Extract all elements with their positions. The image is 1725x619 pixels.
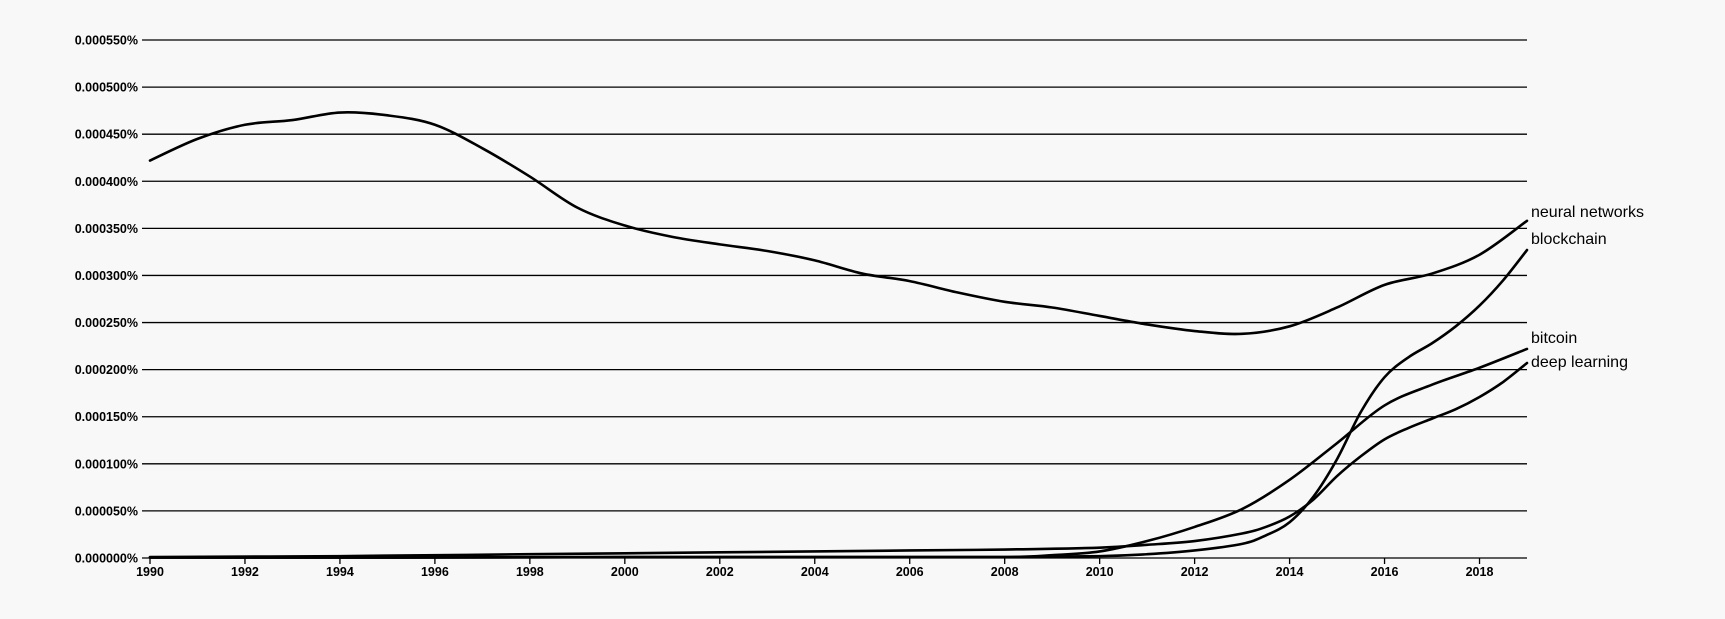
y-tick-label: 0.000000% [75,552,138,566]
x-axis: 1990 1992 1994 1996 1998 2000 2002 2004 2006 2008… [136,558,1493,579]
x-tick-label: 2004 [801,565,829,579]
series-line-deep-learning [148,361,1529,559]
x-tick-label: 2012 [1181,565,1209,579]
y-tick-label: 0.000050% [75,504,138,518]
x-tick-label: 1994 [326,565,354,579]
series-line-bitcoin [148,347,1529,559]
x-tick-label: 2000 [611,565,639,579]
series-lines [148,111,1529,559]
x-tick-label: 1996 [421,565,449,579]
x-tick-label: 2014 [1276,565,1304,579]
y-tick-label: 0.000150% [75,410,138,424]
x-tick-label: 2008 [991,565,1019,579]
x-tick-label: 2018 [1466,565,1494,579]
series-label-bitcoin: bitcoin [1531,330,1577,347]
series-label-neural-networks: neural networks [1531,204,1644,221]
y-tick-label: 0.000400% [75,175,138,189]
y-tick-label: 0.000500% [75,81,138,95]
x-tick-label: 1990 [136,565,164,579]
x-tick-label: 2010 [1086,565,1114,579]
y-tick-label: 0.000200% [75,363,138,377]
y-tick-label: 0.000550% [75,34,138,48]
series-labels: neural networks blockchain bitcoin deep lea… [1531,204,1644,371]
y-tick-label: 0.000300% [75,269,138,283]
series-line-neural-networks [148,111,1529,336]
x-tick-label: 2016 [1371,565,1399,579]
y-tick-label: 0.000350% [75,222,138,236]
series-label-deep-learning: deep learning [1531,354,1628,371]
x-tick-label: 2002 [706,565,734,579]
y-tick-label: 0.000250% [75,316,138,330]
series-label-blockchain: blockchain [1531,231,1607,248]
x-tick-label: 1998 [516,565,544,579]
y-tick-label: 0.000450% [75,128,138,142]
x-tick-label: 1992 [231,565,259,579]
y-tick-label: 0.000100% [75,457,138,471]
gridlines [142,39,1527,559]
x-tick-label: 2006 [896,565,924,579]
y-axis-tick-labels: 0.000000% 0.000050% 0.000100% 0.000150% 0.00… [75,34,138,566]
